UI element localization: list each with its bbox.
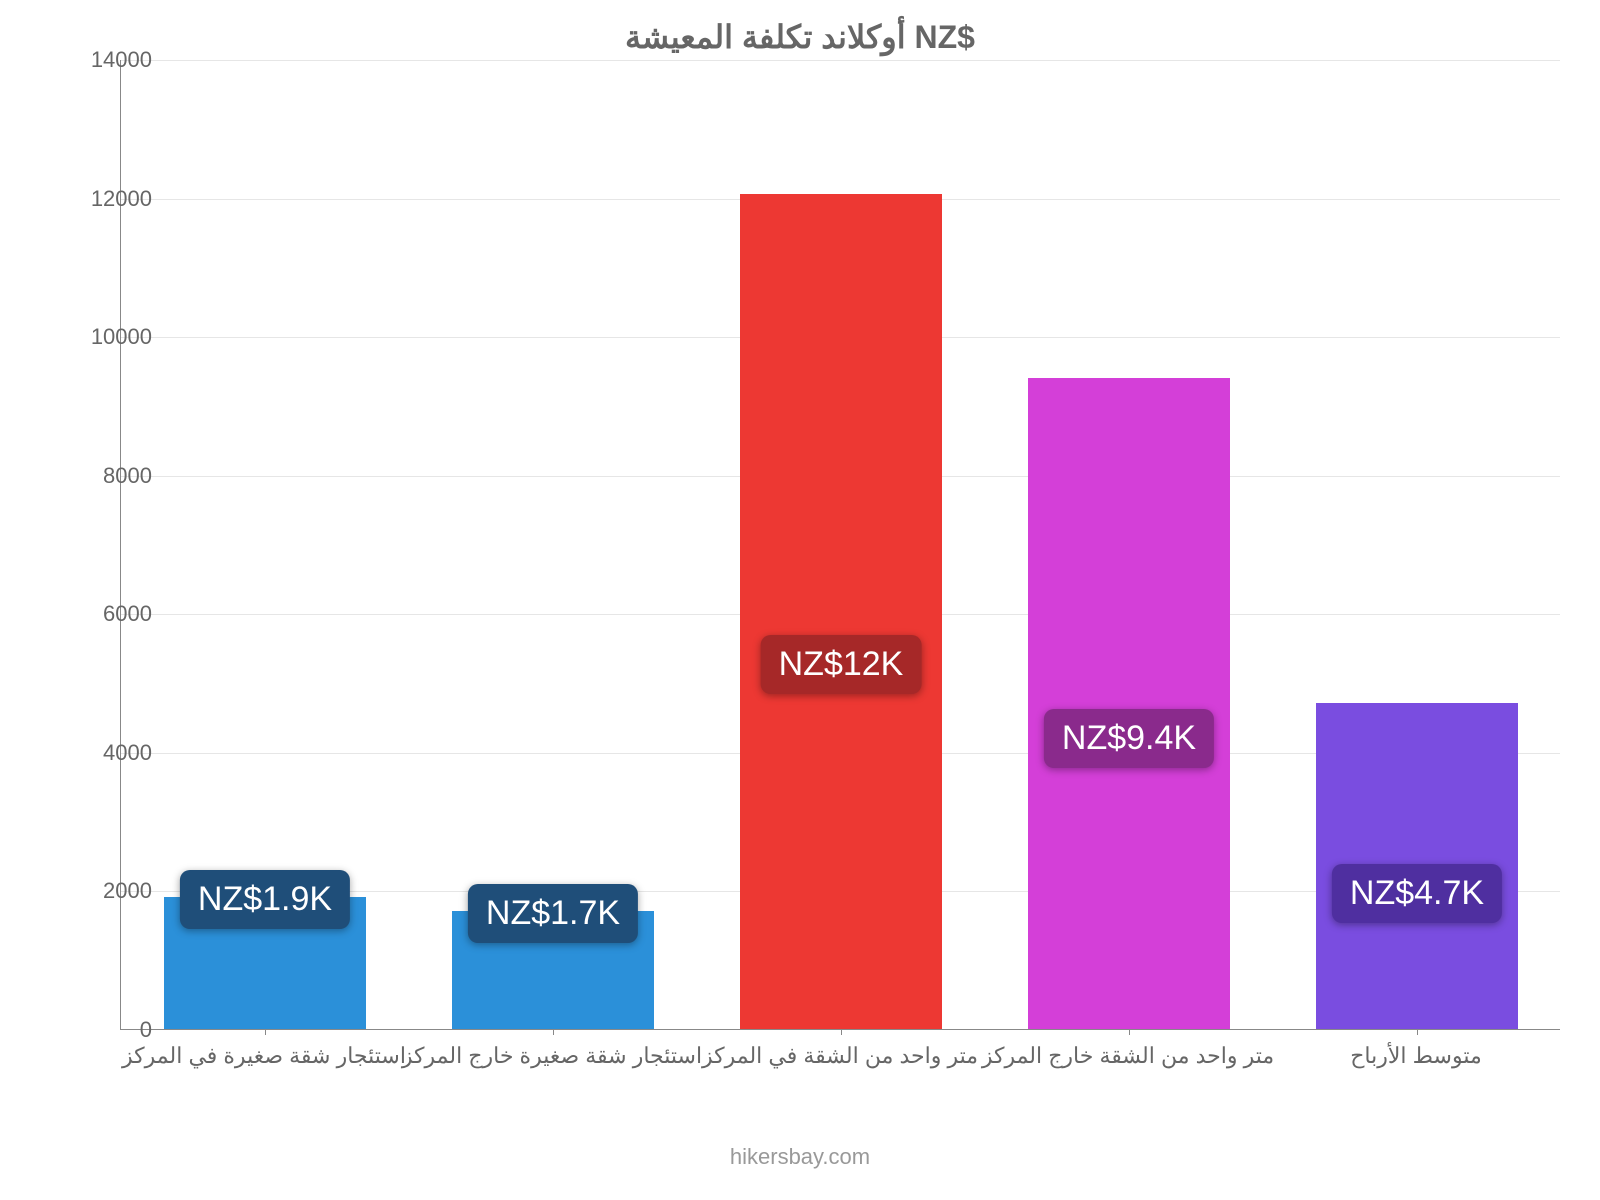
bar-value-label: NZ$1.9K xyxy=(180,870,350,929)
y-tick-label: 6000 xyxy=(52,601,152,627)
y-tick-label: 10000 xyxy=(52,324,152,350)
chart-title: أوكلاند تكلفة المعيشة NZ$ xyxy=(0,18,1600,56)
y-tick-label: 4000 xyxy=(52,740,152,766)
bar-value-label: NZ$1.7K xyxy=(468,884,638,943)
x-axis-label: متر واحد من الشقة في المركز xyxy=(702,1043,978,1069)
x-axis-labels: استئجار شقة صغيرة في المركزاستئجار شقة ص… xyxy=(120,1035,1560,1105)
bar xyxy=(740,194,942,1029)
chart-container: أوكلاند تكلفة المعيشة NZ$ NZ$1.9K NZ$1.7K… xyxy=(0,0,1600,1200)
y-tick-label: 8000 xyxy=(52,463,152,489)
x-axis-label: استئجار شقة صغيرة خارج المركز xyxy=(402,1043,702,1069)
plot-area: NZ$1.9K NZ$1.7K NZ$12K NZ$9.4K NZ$4.7K xyxy=(120,60,1560,1030)
bar-value-label: NZ$4.7K xyxy=(1332,864,1502,923)
bars-layer: NZ$1.9K NZ$1.7K NZ$12K NZ$9.4K NZ$4.7K xyxy=(121,60,1560,1029)
y-tick-label: 2000 xyxy=(52,878,152,904)
bar-value-label: NZ$12K xyxy=(761,635,922,694)
bar xyxy=(1028,378,1230,1029)
x-axis-label: استئجار شقة صغيرة في المركز xyxy=(122,1043,406,1069)
chart-footer: hikersbay.com xyxy=(0,1144,1600,1170)
y-tick-label: 12000 xyxy=(52,186,152,212)
x-axis-label: متر واحد من الشقة خارج المركز xyxy=(982,1043,1274,1069)
bar-value-label: NZ$9.4K xyxy=(1044,709,1214,768)
y-tick-label: 0 xyxy=(52,1017,152,1043)
y-tick-label: 14000 xyxy=(52,47,152,73)
x-axis-label: متوسط الأرباح xyxy=(1350,1043,1482,1069)
